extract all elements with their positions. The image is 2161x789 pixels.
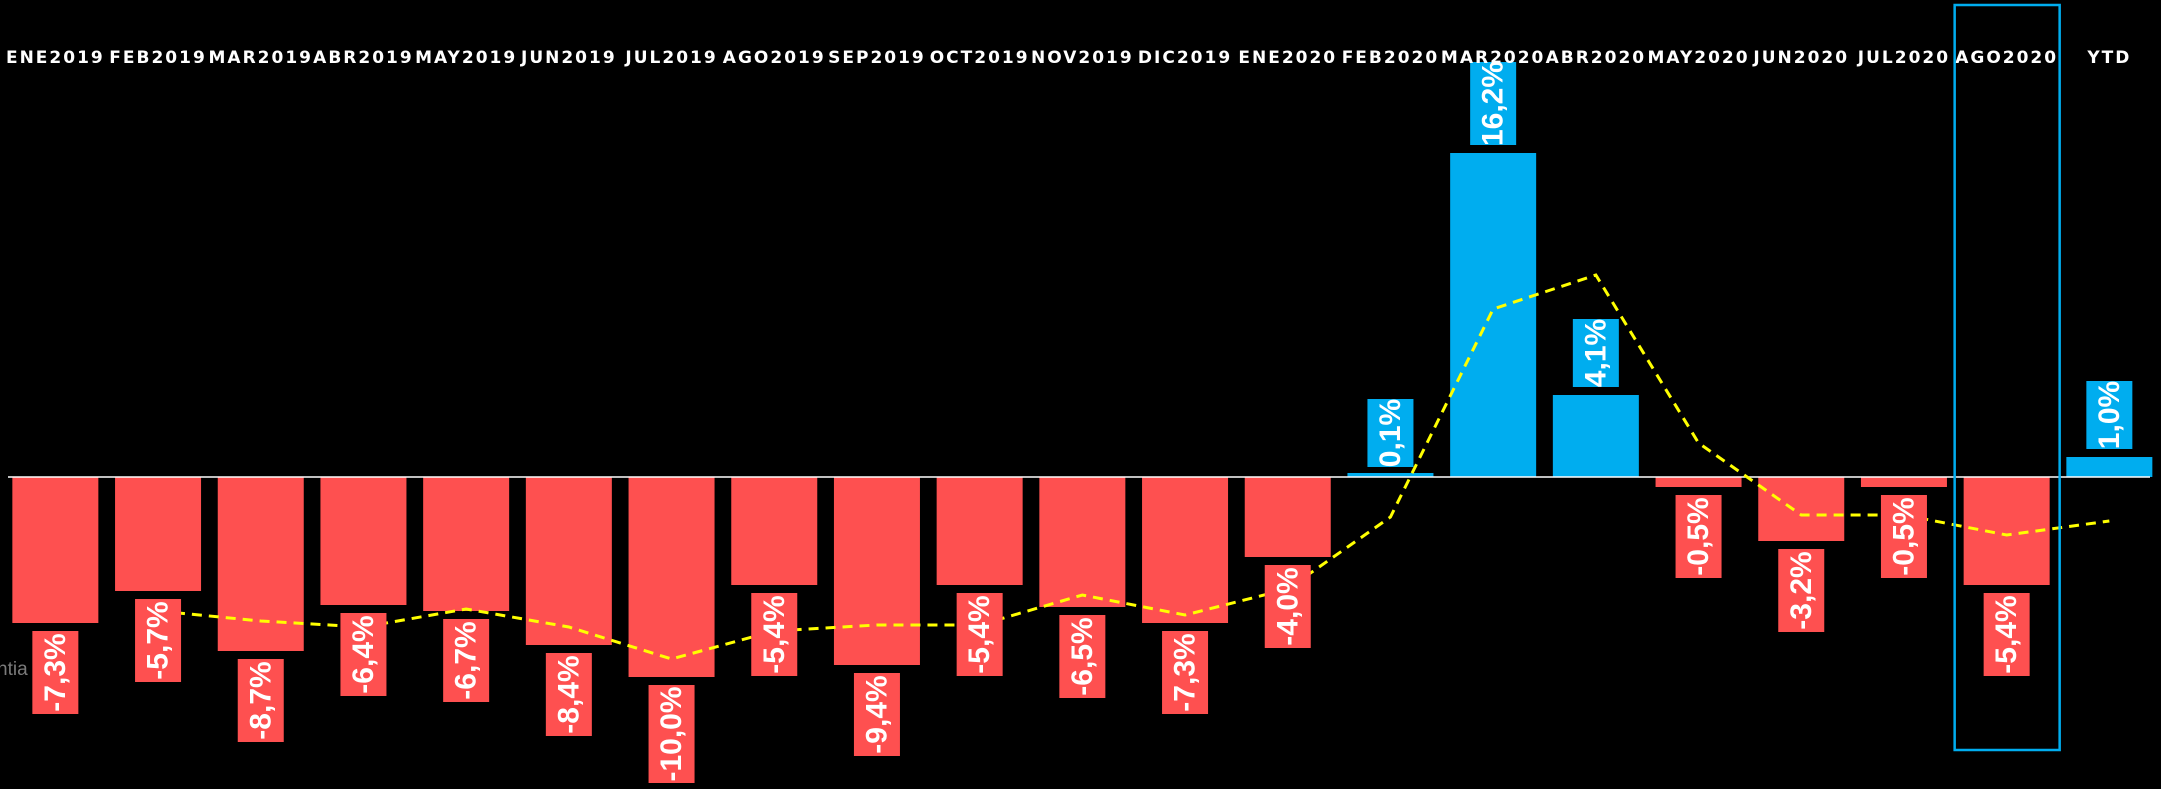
bar-jun2019 <box>526 477 612 645</box>
category-label: MAR2019 <box>209 48 313 68</box>
data-label: 0,1% <box>1374 399 1407 467</box>
bar-jul2019 <box>629 477 715 677</box>
category-label: OCT2019 <box>930 48 1030 68</box>
data-label: -6,4% <box>347 615 380 693</box>
data-label: -5,4% <box>1990 595 2023 673</box>
category-label: DIC2019 <box>1138 48 1232 68</box>
data-label: -6,7% <box>450 621 483 699</box>
bar-may2020 <box>1656 477 1742 487</box>
data-label: -8,4% <box>552 655 585 733</box>
category-label: MAY2019 <box>415 48 517 68</box>
bar-ytd <box>2066 457 2152 477</box>
data-label: -5,4% <box>963 595 996 673</box>
bar-ene2019 <box>12 477 98 623</box>
data-label: -7,3% <box>1169 633 1202 711</box>
data-label: -4,0% <box>1271 567 1304 645</box>
category-label: ENE2020 <box>1238 48 1337 68</box>
clipped-left-text: ntia <box>0 659 28 680</box>
data-label: -10,0% <box>655 686 688 781</box>
bar-feb2019 <box>115 477 201 591</box>
data-label: 4,1% <box>1579 319 1612 387</box>
category-label: SEP2019 <box>828 48 926 68</box>
category-label: FEB2020 <box>1342 48 1440 68</box>
category-label: ABR2020 <box>1546 48 1647 68</box>
category-label: NOV2019 <box>1031 48 1134 68</box>
category-label: YTD <box>2086 48 2131 68</box>
data-label: -5,7% <box>142 601 175 679</box>
bar-ene2020 <box>1245 477 1331 557</box>
category-label: MAR2020 <box>1441 48 1545 68</box>
bar-abr2020 <box>1553 395 1639 477</box>
category-label: JUN2020 <box>1752 48 1849 68</box>
bar-abr2019 <box>320 477 406 605</box>
data-label: -3,2% <box>1785 551 1818 629</box>
data-label: -0,5% <box>1682 497 1715 575</box>
bar-ago2019 <box>731 477 817 585</box>
category-label: JUL2019 <box>624 48 717 68</box>
category-label: FEB2019 <box>109 48 207 68</box>
bar-oct2019 <box>937 477 1023 585</box>
category-label: AGO2020 <box>1955 48 2058 68</box>
bar-mar2019 <box>218 477 304 651</box>
data-label: -8,7% <box>244 661 277 739</box>
bar-mar2020 <box>1450 153 1536 477</box>
category-label: MAY2020 <box>1648 48 1750 68</box>
data-label: -7,3% <box>39 633 72 711</box>
bar-dic2019 <box>1142 477 1228 623</box>
category-label: ENE2019 <box>6 48 105 68</box>
bars-layer <box>8 153 2152 677</box>
bar-jul2020 <box>1861 477 1947 487</box>
bar-nov2019 <box>1039 477 1125 607</box>
data-label: -5,4% <box>758 595 791 673</box>
category-label: JUN2019 <box>520 48 617 68</box>
data-label: -9,4% <box>860 675 893 753</box>
data-label: 1,0% <box>2093 381 2126 449</box>
bar-sep2019 <box>834 477 920 665</box>
category-label: AGO2019 <box>723 48 826 68</box>
data-labels-layer: -7,3% -5,7% -8,7% -6,4% -6,7% -8,4% -10,0% -5,4… <box>32 61 2132 783</box>
data-label: 16,2% <box>1477 61 1510 146</box>
category-label: JUL2020 <box>1857 48 1950 68</box>
bar-jun2020 <box>1758 477 1844 541</box>
data-label: -0,5% <box>1887 497 1920 575</box>
bar-may2019 <box>423 477 509 611</box>
data-label: -6,5% <box>1066 617 1099 695</box>
category-label: ABR2019 <box>313 48 414 68</box>
